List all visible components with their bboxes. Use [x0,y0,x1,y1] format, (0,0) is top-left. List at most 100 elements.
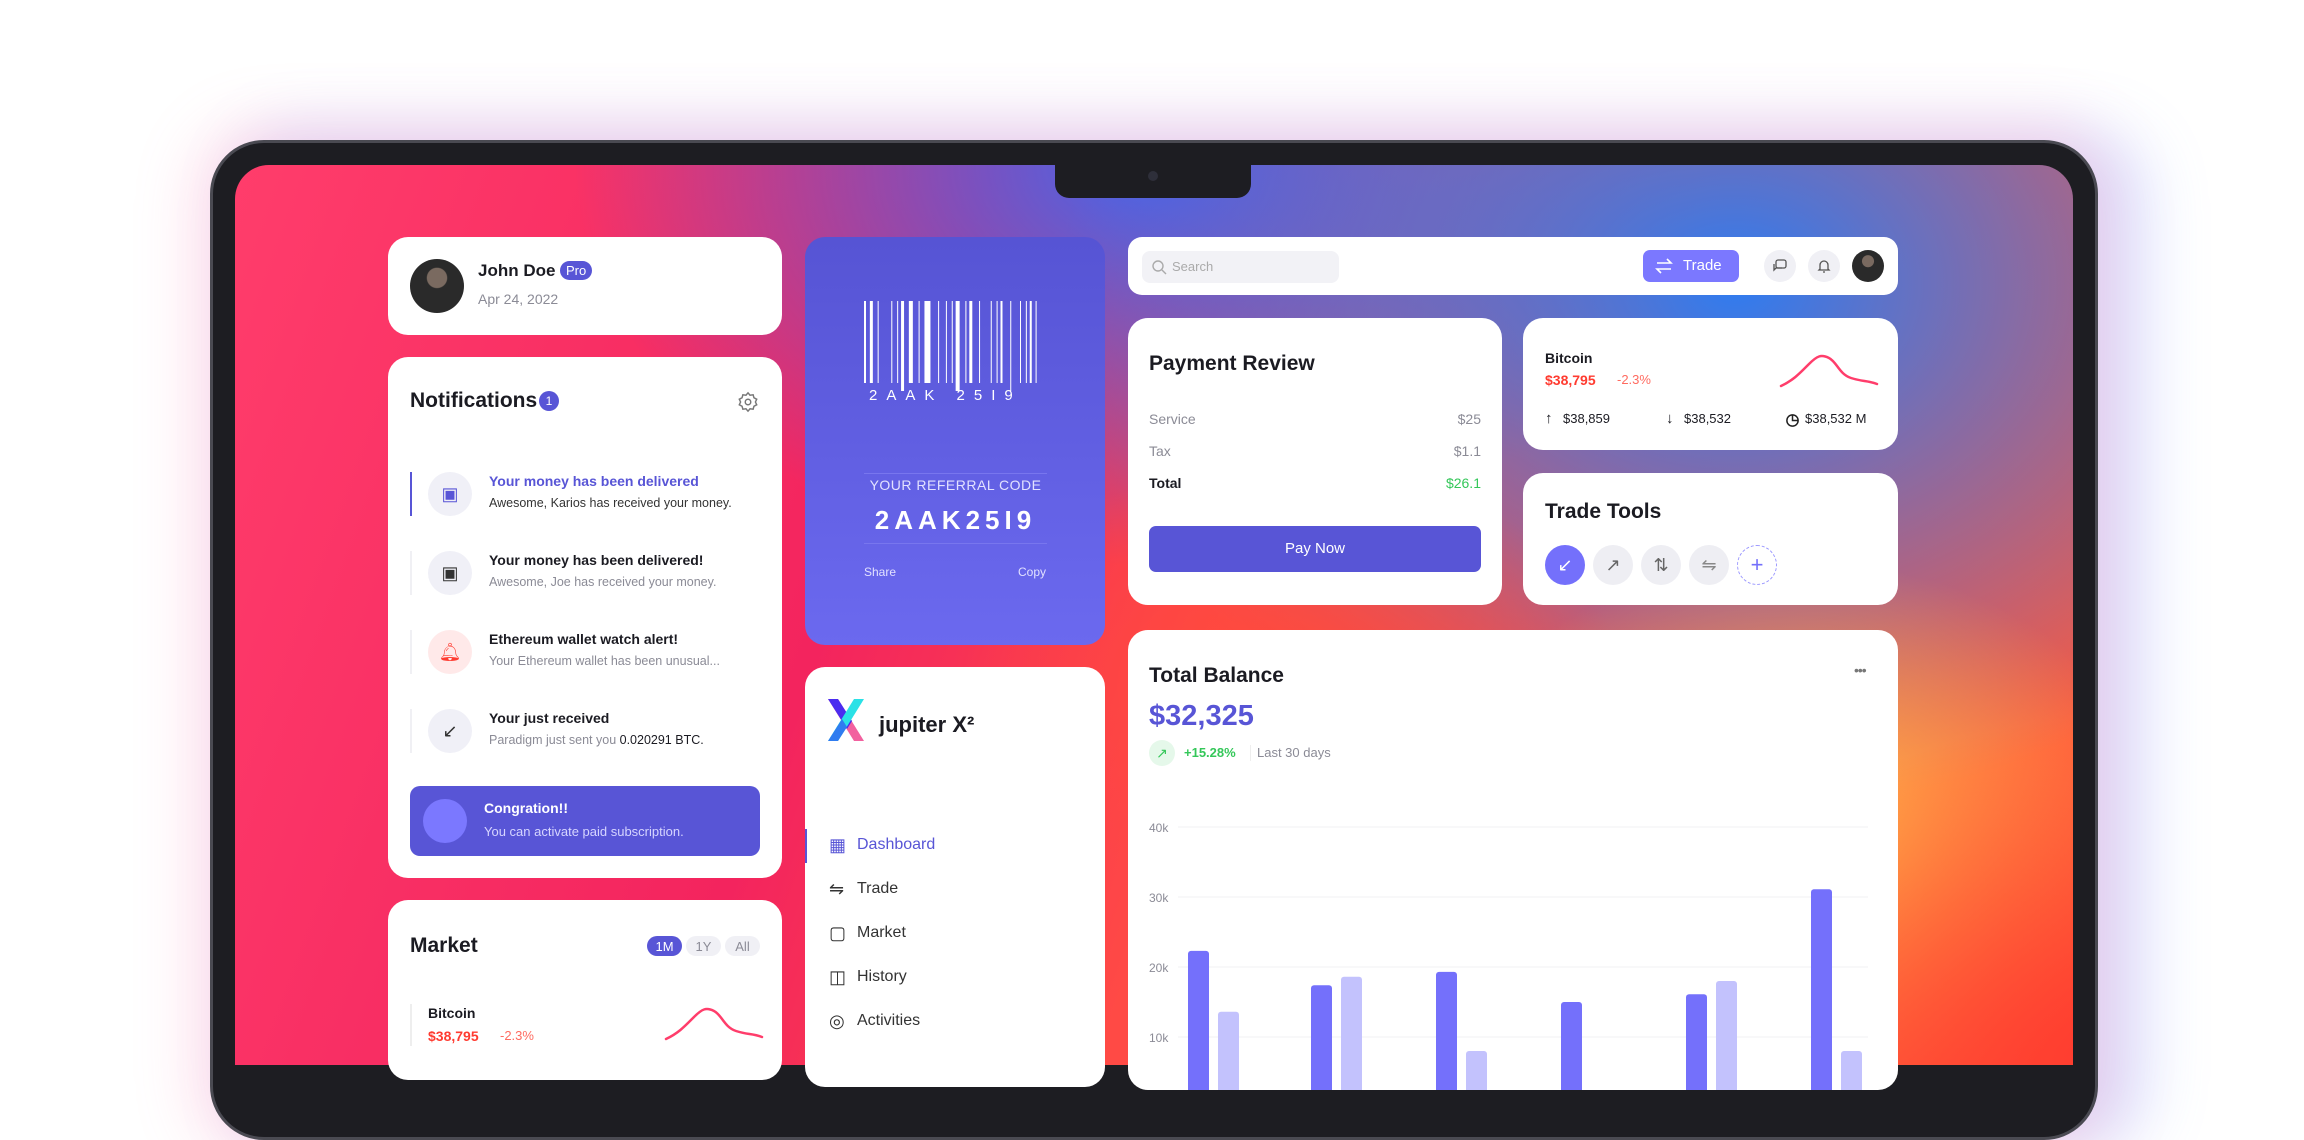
barcode-bar [990,301,992,383]
barcode-bar [891,301,893,383]
sidebar-item-market[interactable]: ▢ Market [821,917,1081,951]
pay-now-button[interactable]: Pay Now [1149,526,1481,572]
receive-icon: ↙ [428,709,472,753]
payment-row-label: Tax [1149,443,1171,459]
coin-low: $38,532 [1684,411,1731,426]
barcode-bar [869,301,873,383]
top-bar: Search Trade [1128,237,1898,295]
barcode-bar [951,301,953,383]
camera-notch [1055,165,1251,198]
y-tick-label: 10k [1149,1031,1169,1045]
chat-icon[interactable] [1764,250,1796,282]
range-1m[interactable]: 1M [647,936,682,956]
barcode-bar [924,301,931,383]
coin-sparkline [1779,354,1879,388]
promo-banner[interactable]: Congration!! You can activate paid subsc… [410,786,760,856]
sidebar: jupiter X² ▦ Dashboard ⇋ Trade ▢ Market ◫ Histo… [805,667,1105,1087]
copy-link[interactable]: Copy [1018,565,1047,579]
sidebar-item-activities[interactable]: ◎ Activities [821,1005,1081,1039]
trade-tools-title: Trade Tools [1545,500,1662,523]
notification-item[interactable]: ↙ Your just received Paradigm just sent yo… [410,707,760,755]
barcode-bar [979,301,981,383]
share-link[interactable]: Share [864,565,897,579]
arrow-down-icon: ↓ [1666,410,1674,427]
notification-indicator [410,709,412,753]
user-name: John Doe [478,261,556,280]
barcode-bar [908,301,913,383]
dashboard-icon: ▦ [829,835,847,855]
barcode-bar [1025,301,1027,383]
gear-icon[interactable] [737,391,759,413]
y-tick-label: 30k [1149,891,1169,905]
payment-row-label: Service [1149,411,1196,427]
notification-item[interactable]: ▣ Your money has been delivered! Awesome, … [410,549,760,597]
referral-code: 2AAK25I9 [874,505,1037,535]
profile-date: Apr 24, 2022 [478,291,559,307]
coin-change: -2.3% [1617,372,1651,387]
notification-item[interactable]: ▣ Your money has been delivered Awesome, K… [410,470,760,518]
bar-secondary [1466,1051,1487,1090]
sidebar-item-label: Trade [857,880,899,897]
money-icon: ▣ [428,551,472,595]
market-card: Market 1M 1Y All Bitcoin $38,795 -2.3% [388,900,782,1080]
bar-primary [1686,994,1707,1090]
arrow-up-icon: ↑ [1545,410,1553,427]
notification-indicator [410,472,412,516]
sidebar-item-trade[interactable]: ⇋ Trade [821,873,1081,907]
notification-item[interactable]: 🔔︎ Ethereum wallet watch alert! Your Ether… [410,628,760,676]
sidebar-item-label: Activities [857,1012,921,1029]
balance-title: Total Balance [1149,664,1284,687]
barcode-bar [1010,301,1012,391]
market-coin-price: $38,795 [428,1028,479,1044]
coin-name: Bitcoin [1545,350,1593,366]
range-1y[interactable]: 1Y [686,936,721,956]
receive-tool-button[interactable]: ↙ [1545,545,1585,585]
user-avatar[interactable] [1852,250,1884,282]
notification-amount: 0.020291 BTC. [619,733,704,747]
promo-text: You can activate paid subscription. [484,824,684,839]
trade-button[interactable]: Trade [1643,250,1739,282]
bar-secondary [1841,1051,1862,1090]
notification-text-body: Your Ethereum wallet has been unusual... [489,654,720,668]
barcode-bar [918,301,920,383]
more-icon[interactable]: ••• [1854,662,1867,678]
market-row-indicator [410,1004,412,1046]
referral-label: YOUR REFERRAL CODE [869,477,1042,493]
notification-title: Your just received [489,710,610,726]
barcode [864,301,1037,391]
exchange-tool-button[interactable]: ⇋ [1689,545,1729,585]
barcode-bar [1020,301,1021,383]
barcode-bar [864,301,866,383]
barcode-text: 2AAK 25I9 [869,387,1022,404]
camera-icon [1148,171,1158,181]
send-icon: ↗ [1605,554,1621,575]
barcode-bar [1029,301,1032,383]
market-icon: ▢ [829,923,847,943]
add-tool-button[interactable]: + [1737,545,1777,585]
bar-primary [1811,889,1832,1090]
divider [864,543,1047,544]
sidebar-item-history[interactable]: ◫ History [821,961,1081,995]
swap-tool-button[interactable]: ⇅ [1641,545,1681,585]
divider [864,473,1047,474]
notification-text: Your Ethereum wallet has been unusual... [489,654,720,668]
notification-indicator [410,630,412,674]
brand-logo [828,699,864,741]
bar-primary [1436,971,1457,1090]
range-all[interactable]: All [725,936,760,956]
balance-amount: $32,325 [1149,700,1254,732]
notification-text-body: Awesome, Karios has received your money. [489,496,732,510]
brand-name: jupiter X² [879,712,975,737]
pro-badge: Pro [560,261,593,280]
send-tool-button[interactable]: ↗ [1593,545,1633,585]
payment-row-value: $25 [1457,411,1481,427]
sidebar-item-dashboard[interactable]: ▦ Dashboard [821,829,1081,863]
bell-icon[interactable] [1808,250,1840,282]
trade-icon: ⇋ [829,879,845,899]
avatar[interactable] [410,259,464,313]
search-input[interactable]: Search [1142,251,1339,283]
notification-title: Ethereum wallet watch alert! [489,631,679,647]
exchange-icon: ⇋ [1701,554,1717,575]
coin-price: $38,795 [1545,372,1596,388]
barcode-bar [945,301,947,383]
